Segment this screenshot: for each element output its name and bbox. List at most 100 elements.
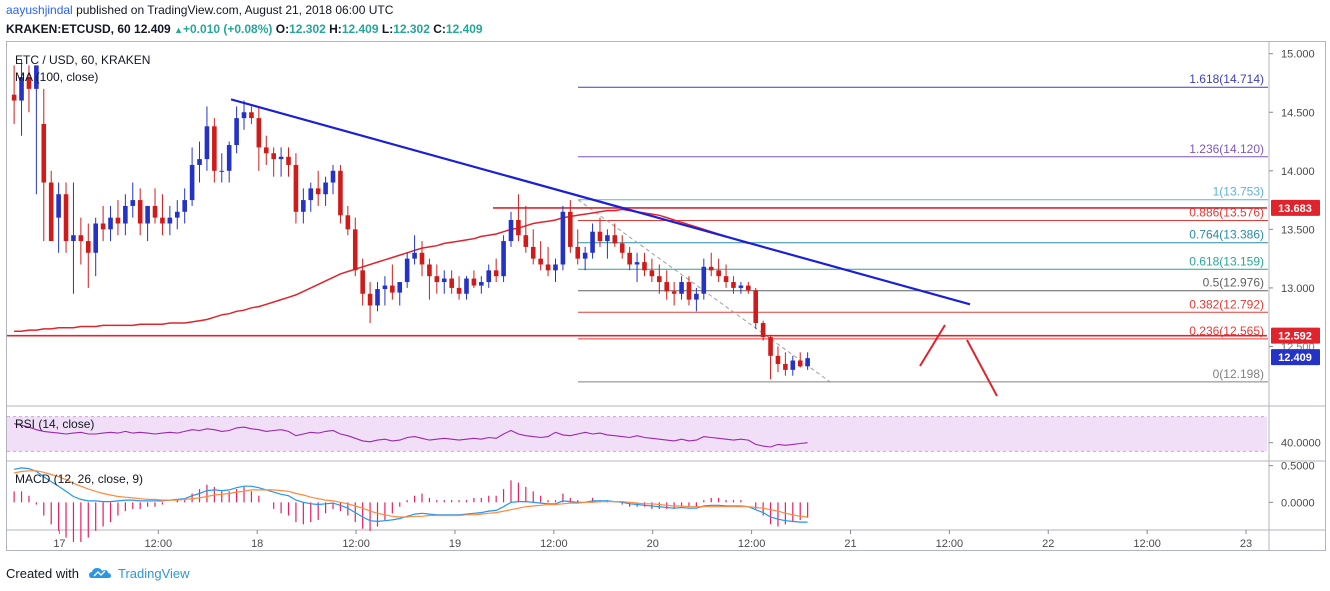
price-badge (1271, 349, 1320, 366)
fib-level-label: 0(12.198) (1213, 367, 1264, 381)
time-tick-label: 12:00 (342, 538, 370, 550)
rsi-tick-label: 40.0000 (1281, 438, 1321, 450)
chart-title: ETC / USD, 60, KRAKEN (15, 53, 150, 67)
rsi-legend: RSI (14, close) (15, 417, 94, 431)
low-value: 12.302 (393, 22, 430, 36)
candle-body (390, 285, 395, 293)
candle-body (160, 217, 165, 224)
price-change: +0.010 (+0.08%) (183, 22, 273, 36)
candle-body (78, 235, 84, 242)
candle-body (197, 159, 202, 165)
candle-body (182, 200, 187, 212)
candle-body (664, 282, 670, 292)
candle-body (753, 290, 759, 324)
price-badge-label: 12.592 (1278, 331, 1312, 343)
forecast-up-stroke (919, 324, 946, 367)
time-tick-label: 18 (251, 538, 263, 550)
tradingview-link[interactable]: TradingView (118, 566, 190, 581)
candle-body (412, 252, 417, 259)
low-label: L: (381, 22, 394, 36)
time-tick-label: 12:00 (540, 538, 568, 550)
candle-body (330, 170, 336, 183)
symbol-line: KRAKEN:ETCUSD, 60 12.409 ▲+0.010 (+0.08%… (6, 22, 483, 36)
time-tick-label: 17 (53, 538, 65, 550)
macd-signal-line (13, 470, 808, 518)
candle-body (590, 231, 595, 253)
candle-body (71, 235, 76, 242)
candle-body (352, 229, 358, 271)
chart-frame (6, 41, 1326, 551)
candle-body (775, 355, 781, 365)
publish-info: published on TradingView.com, August 21,… (76, 3, 394, 17)
candle-body (701, 266, 707, 294)
candle-body (226, 145, 232, 171)
time-tick-label: 19 (449, 538, 461, 550)
candle-body (657, 276, 662, 283)
candle-body (19, 77, 24, 101)
price-tick-label: 15.000 (1281, 49, 1315, 61)
fib-level-label: 1.618(14.714) (1189, 72, 1264, 86)
candle-body (449, 278, 454, 288)
candle-body (679, 282, 684, 294)
candle-body (308, 188, 314, 201)
time-tick-label: 12:00 (738, 538, 766, 550)
candle-body (471, 278, 477, 286)
candle-body (530, 246, 536, 259)
open-value: 12.302 (289, 22, 326, 36)
candle-body (397, 282, 403, 293)
price-tick-label: 13.500 (1281, 224, 1315, 236)
candle-body (85, 241, 91, 253)
created-with-label: Created with (6, 566, 79, 581)
last-price: 12.409 (134, 22, 171, 36)
macd-tick-label: 0.5000 (1281, 461, 1315, 473)
candle-body (404, 258, 410, 283)
candle-body (560, 211, 566, 265)
time-tick-label: 20 (647, 538, 659, 550)
candle-body (301, 200, 306, 212)
candle-body (612, 235, 618, 244)
candle-body (790, 360, 796, 370)
candle-body (649, 270, 655, 277)
candle-body (582, 252, 588, 259)
candle-body (367, 293, 373, 306)
fib-level-label: 0.5(12.976) (1203, 276, 1264, 290)
candle-body (456, 287, 462, 294)
fib-level-label: 0.382(12.792) (1189, 297, 1264, 311)
candle-body (41, 123, 47, 183)
footer: Created with TradingView (6, 566, 190, 582)
candle-body (538, 258, 543, 265)
candle-body (553, 264, 558, 271)
candle-body (278, 156, 284, 160)
author-link[interactable]: aayushjindal (6, 3, 73, 17)
high-label: H: (329, 22, 342, 36)
forecast-down-stroke (966, 339, 998, 397)
candle-body (708, 266, 714, 271)
fib-level-label: 0.236(12.565) (1189, 324, 1264, 338)
candle-body (271, 153, 276, 160)
candle-body (805, 358, 810, 367)
tradingview-cloud-icon (88, 567, 111, 582)
candle-body (597, 231, 603, 242)
price-badge-label: 12.409 (1278, 352, 1312, 364)
candle-body (545, 264, 551, 271)
candle-body (167, 217, 173, 224)
candle-body (360, 270, 365, 294)
candle-body (26, 77, 32, 89)
candle-body (568, 211, 573, 247)
time-tick-label: 21 (844, 538, 856, 550)
candle-body (746, 285, 751, 291)
ma-legend: MA (100, close) (15, 70, 98, 84)
fib-level-label: 0.764(13.386) (1189, 228, 1264, 242)
fib-level-label: 1.236(14.120) (1189, 142, 1264, 156)
candle-body (523, 235, 529, 247)
candle-body (627, 252, 632, 265)
candle-body (634, 262, 640, 265)
candle-body (345, 215, 351, 230)
candle-body (315, 188, 321, 195)
candle-body (108, 217, 113, 230)
candle-body (441, 278, 447, 283)
candle-body (234, 118, 239, 146)
candle-body (508, 219, 514, 242)
candle-body (130, 200, 136, 206)
